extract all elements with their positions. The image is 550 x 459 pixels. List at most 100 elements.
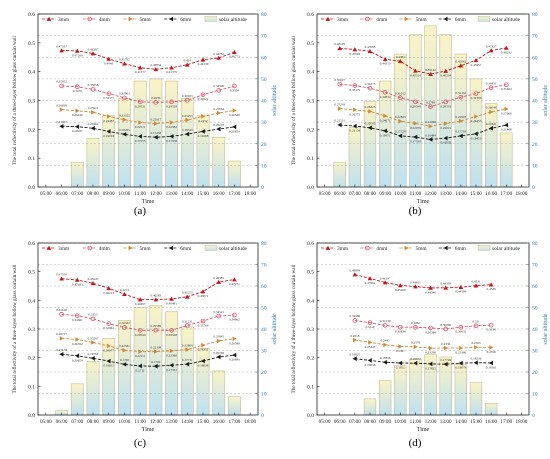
data-label-5mm: 0.26225 — [365, 105, 376, 109]
data-label-6mm: 0.16484 — [425, 133, 436, 137]
data-label-3mm: 0.47327 — [486, 44, 497, 48]
data-point-5mm — [474, 344, 479, 350]
data-label-4mm: 0.30632 — [455, 330, 466, 334]
data-label-5mm: 0.23322 — [119, 114, 130, 118]
left-tick-label: 0.3 — [307, 327, 314, 333]
data-label-4mm: 0.32834 — [380, 95, 391, 99]
right-tick-label: 0 — [532, 413, 535, 419]
data-point-5mm — [154, 121, 159, 126]
data-point-3mm — [106, 56, 112, 61]
data-label-5mm: 0.26717 — [56, 332, 67, 336]
data-point-6mm — [200, 358, 205, 364]
data-label-3mm: 0.42792 — [119, 57, 130, 61]
data-point-6mm — [200, 129, 205, 134]
data-point-3mm — [413, 284, 418, 289]
data-point-5mm — [122, 117, 127, 123]
solar-altitude-bar — [118, 320, 131, 416]
data-label-3mm: 0.44213 — [103, 291, 114, 295]
data-point-5mm — [383, 113, 388, 119]
data-label-3mm: 0.45947 — [88, 277, 99, 281]
data-point-4mm — [216, 88, 222, 93]
data-point-6mm — [397, 360, 403, 366]
data-point-4mm — [458, 324, 464, 330]
data-point-5mm — [216, 110, 222, 116]
data-point-3mm — [488, 48, 494, 53]
right-tick-label: 40 — [532, 327, 538, 333]
y-axis-title-left: The total reflectivity of a three-layer … — [11, 264, 18, 393]
data-point-4mm — [232, 312, 237, 318]
data-label-6mm: 0.19268 — [198, 134, 209, 138]
data-point-6mm — [232, 352, 237, 358]
data-point-4mm — [382, 323, 388, 328]
solar-altitude-bar — [228, 160, 241, 188]
left-tick-label: 0.4 — [28, 298, 35, 304]
data-point-3mm — [137, 297, 143, 302]
data-point-6mm — [473, 360, 478, 366]
data-point-5mm — [91, 340, 96, 345]
x-axis-title: Time — [417, 427, 430, 433]
right-tick-label: 80 — [261, 241, 267, 247]
data-label-3mm: 0.40314 — [410, 73, 421, 77]
data-label-6mm: 0.20362 — [88, 122, 99, 126]
y-axis-title-left: The total reflectivity of a three-layer … — [290, 264, 297, 393]
data-point-6mm — [153, 363, 158, 369]
data-label-6mm: 0.18396 — [380, 356, 391, 360]
data-label-5mm: 0.22382 — [166, 125, 177, 129]
data-label-4mm: 0.30023 — [182, 94, 193, 98]
data-label-4mm: 0.3504 — [230, 88, 239, 92]
series-line-3mm — [339, 47, 507, 75]
data-point-4mm — [106, 91, 112, 96]
data-label-6mm: 0.17351 — [166, 368, 177, 372]
data-point-4mm — [397, 95, 403, 100]
data-point-4mm — [503, 82, 509, 88]
legend-label: 6mm — [455, 17, 467, 23]
legend-label: 3mm — [58, 17, 70, 23]
data-point-6mm — [169, 134, 174, 139]
right-tick-label: 50 — [261, 77, 267, 83]
data-point-5mm — [413, 121, 418, 126]
x-tick-label: 10:00 — [119, 419, 131, 425]
data-label-6mm: 0.1812 — [396, 366, 405, 370]
data-label-3mm: 0.39142 — [425, 68, 436, 72]
data-point-3mm — [122, 61, 127, 66]
data-label-4mm: 0.34275 — [365, 82, 376, 86]
data-point-3mm — [413, 68, 418, 73]
data-point-5mm — [91, 109, 96, 115]
data-point-4mm — [443, 326, 449, 332]
data-label-6mm: 0.17558 — [166, 139, 177, 143]
data-point-5mm — [489, 109, 494, 115]
data-label-3mm: 0.47103 — [72, 282, 83, 286]
data-point-6mm — [428, 137, 433, 142]
data-label-4mm: 0.30903 — [119, 92, 130, 96]
data-label-4mm: 0.2936 — [151, 96, 160, 100]
data-point-3mm — [74, 48, 80, 53]
data-label-3mm: 0.46385 — [213, 276, 224, 280]
right-tick-label: 70 — [532, 34, 538, 40]
data-point-3mm — [137, 65, 143, 70]
solar-altitude-bar — [133, 307, 147, 416]
x-tick-label: 17:00 — [500, 191, 512, 197]
series-line-3mm — [61, 50, 235, 70]
data-point-6mm — [216, 354, 221, 360]
data-point-3mm — [59, 48, 64, 53]
data-label-4mm: 0.29548 — [166, 333, 177, 337]
data-point-6mm — [352, 356, 357, 362]
data-point-4mm — [90, 87, 96, 92]
data-point-5mm — [138, 120, 143, 125]
data-label-6mm: 0.19471 — [380, 133, 391, 137]
data-point-5mm — [474, 114, 479, 119]
data-point-3mm — [184, 294, 190, 299]
data-point-5mm — [398, 118, 403, 124]
solar-altitude-bar — [133, 80, 147, 188]
data-label-6mm: 0.19782 — [88, 352, 99, 356]
x-tick-label: 14:00 — [455, 419, 467, 425]
data-point-3mm — [232, 49, 237, 54]
panel-caption: (c) — [134, 437, 147, 449]
legend-marker — [404, 16, 409, 22]
x-tick-label: 18:00 — [516, 419, 528, 425]
data-label-4mm: 0.30582 — [119, 321, 130, 325]
data-point-6mm — [428, 361, 433, 367]
x-tick-label: 11:00 — [410, 191, 422, 197]
data-label-3mm: 0.48994 — [349, 268, 360, 272]
